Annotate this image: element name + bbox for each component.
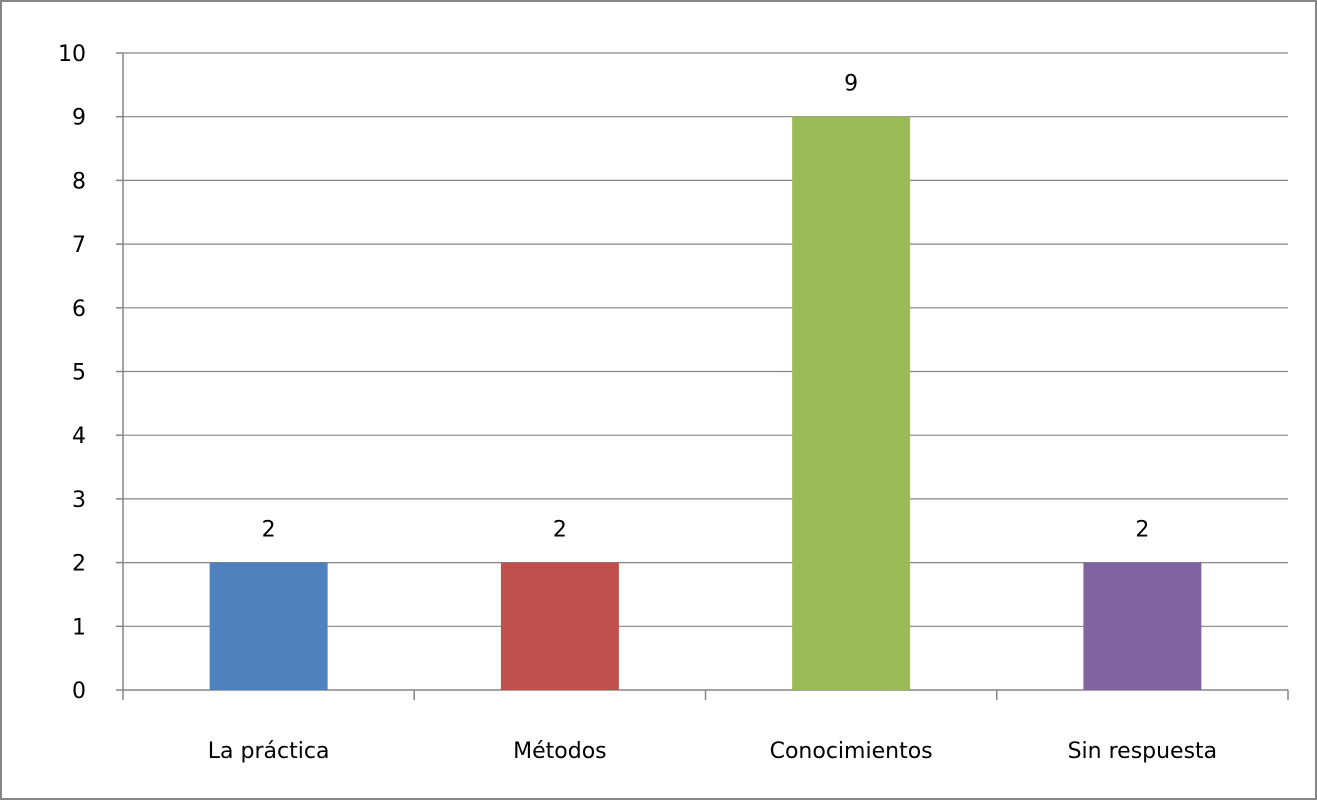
category-labels: La práctica Métodos Conocimientos Sin respu…	[208, 739, 1217, 764]
y-tick-label: 1	[72, 615, 86, 640]
bar	[1083, 562, 1202, 690]
data-label: 9	[844, 72, 858, 97]
data-labels: 2 2 9 2	[262, 72, 1150, 543]
category-label: Conocimientos	[770, 739, 933, 764]
bars	[209, 116, 1202, 690]
data-label: 2	[1135, 518, 1149, 543]
y-tick-label: 2	[72, 552, 86, 577]
y-tick-label: 6	[72, 297, 86, 322]
y-tick-label: 0	[72, 679, 86, 704]
data-label: 2	[553, 518, 567, 543]
gridlines	[123, 52, 1288, 627]
x-ticks	[122, 690, 1289, 700]
bar	[500, 562, 619, 690]
y-tick-label: 5	[72, 361, 86, 386]
category-label: Sin respuesta	[1068, 739, 1218, 764]
y-tick-label: 4	[72, 424, 86, 449]
y-tick-label: 3	[72, 488, 86, 513]
category-label: La práctica	[208, 739, 330, 764]
data-label: 2	[262, 518, 276, 543]
bar	[209, 562, 328, 690]
y-tick-label: 9	[72, 106, 86, 131]
category-label: Métodos	[513, 739, 607, 764]
bar	[792, 116, 911, 690]
y-tick-label: 8	[72, 169, 86, 194]
y-tick-label: 10	[58, 42, 86, 67]
y-tick-label: 7	[72, 233, 86, 258]
y-ticks: 0 1 2 3 4 5 6 7 8 9 10	[58, 42, 123, 704]
